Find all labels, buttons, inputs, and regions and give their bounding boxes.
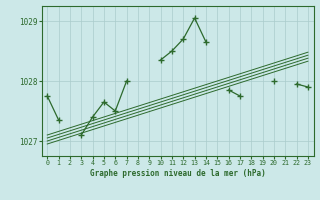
- X-axis label: Graphe pression niveau de la mer (hPa): Graphe pression niveau de la mer (hPa): [90, 169, 266, 178]
